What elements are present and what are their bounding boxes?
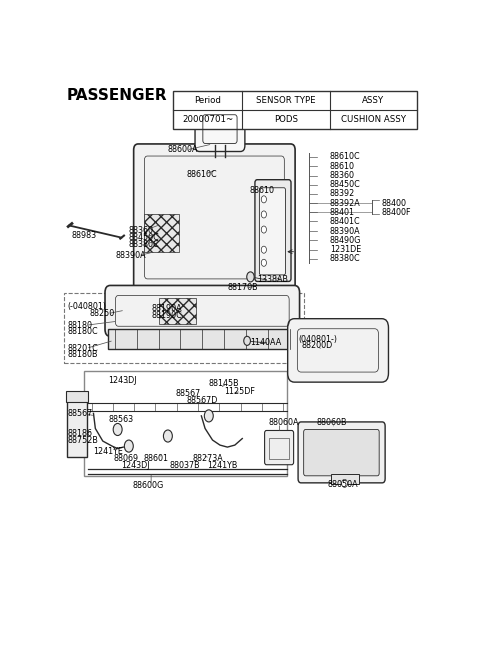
- Text: 88610: 88610: [250, 186, 275, 195]
- Text: 88600G: 88600G: [132, 481, 164, 490]
- Text: 20000701~: 20000701~: [182, 115, 233, 124]
- Bar: [84, 371, 287, 476]
- FancyBboxPatch shape: [288, 318, 388, 382]
- Circle shape: [261, 196, 266, 203]
- Text: 88567: 88567: [67, 409, 93, 419]
- Text: 88390A: 88390A: [330, 226, 360, 235]
- Text: 88060B: 88060B: [317, 419, 347, 428]
- Text: 88390A: 88390A: [116, 251, 146, 260]
- Text: 88392A: 88392A: [330, 199, 360, 208]
- Text: 1243DJ: 1243DJ: [121, 460, 150, 470]
- Text: 88200D: 88200D: [302, 341, 333, 351]
- Bar: [173, 91, 417, 129]
- Bar: [331, 473, 359, 484]
- Bar: [144, 215, 179, 252]
- Text: 1338AB: 1338AB: [257, 275, 288, 284]
- Text: 1125DF: 1125DF: [224, 387, 254, 396]
- Text: 1241YB: 1241YB: [207, 460, 237, 470]
- Text: 88201C: 88201C: [67, 344, 98, 353]
- Text: ASSY: ASSY: [362, 96, 384, 105]
- Text: 88563: 88563: [108, 415, 133, 424]
- Text: 88360: 88360: [129, 226, 154, 235]
- Bar: [108, 329, 296, 349]
- Text: 1243DJ: 1243DJ: [108, 376, 137, 385]
- Text: 88400: 88400: [382, 199, 407, 208]
- Text: 88180C: 88180C: [67, 327, 98, 336]
- Text: (-040801): (-040801): [67, 301, 107, 311]
- Text: Period: Period: [194, 96, 221, 105]
- Circle shape: [113, 423, 122, 436]
- Bar: [67, 394, 87, 457]
- Text: 88037B: 88037B: [170, 460, 200, 470]
- Circle shape: [247, 272, 254, 282]
- Text: 88601: 88601: [144, 454, 168, 462]
- Text: 88610C: 88610C: [186, 169, 217, 179]
- FancyBboxPatch shape: [195, 107, 245, 152]
- Text: 88050A: 88050A: [328, 480, 359, 489]
- Text: 88060A: 88060A: [268, 419, 299, 428]
- Bar: [269, 438, 289, 459]
- FancyBboxPatch shape: [105, 285, 300, 336]
- Text: 88170B: 88170B: [228, 283, 258, 292]
- Text: 88610C: 88610C: [330, 152, 360, 161]
- FancyBboxPatch shape: [259, 188, 286, 275]
- Circle shape: [204, 410, 213, 422]
- Text: 88190C: 88190C: [151, 311, 182, 320]
- Text: 88401C: 88401C: [330, 217, 360, 226]
- Text: 88983: 88983: [71, 231, 96, 240]
- Text: 88186: 88186: [67, 428, 93, 438]
- Text: 88380C: 88380C: [129, 239, 159, 249]
- Text: 88567: 88567: [175, 389, 201, 398]
- Circle shape: [261, 246, 266, 253]
- Text: 88145B: 88145B: [209, 379, 240, 388]
- Text: 88450C: 88450C: [129, 233, 159, 241]
- Text: 88180: 88180: [67, 320, 93, 330]
- Text: 88069: 88069: [114, 454, 139, 462]
- Text: 88400F: 88400F: [382, 208, 411, 217]
- Circle shape: [261, 211, 266, 218]
- Text: 88392: 88392: [330, 189, 355, 198]
- Text: 1140AA: 1140AA: [250, 338, 281, 347]
- Text: 1231DE: 1231DE: [330, 245, 361, 254]
- Text: 88610: 88610: [330, 162, 355, 171]
- Text: SENSOR TYPE: SENSOR TYPE: [256, 96, 316, 105]
- Text: 88360: 88360: [330, 171, 355, 180]
- Text: 88752B: 88752B: [67, 436, 98, 445]
- Text: CUSHION ASSY: CUSHION ASSY: [341, 115, 406, 124]
- FancyBboxPatch shape: [264, 430, 294, 465]
- Circle shape: [342, 479, 348, 487]
- Text: 88490G: 88490G: [330, 235, 361, 245]
- Text: (040801-): (040801-): [298, 335, 337, 344]
- Bar: [64, 292, 304, 363]
- Text: 88567D: 88567D: [186, 396, 218, 405]
- FancyBboxPatch shape: [298, 422, 385, 483]
- Text: PODS: PODS: [274, 115, 298, 124]
- Circle shape: [244, 336, 251, 345]
- Circle shape: [261, 226, 266, 233]
- Text: 88380C: 88380C: [330, 254, 360, 264]
- FancyBboxPatch shape: [255, 180, 291, 281]
- Text: 88450C: 88450C: [330, 181, 360, 189]
- Text: 88190A: 88190A: [151, 304, 182, 313]
- Text: 88250: 88250: [90, 309, 115, 318]
- FancyBboxPatch shape: [133, 144, 295, 291]
- Text: 88180B: 88180B: [67, 351, 98, 360]
- FancyBboxPatch shape: [304, 430, 379, 476]
- Circle shape: [261, 259, 266, 266]
- Text: 1241YE: 1241YE: [94, 447, 123, 456]
- Circle shape: [163, 430, 172, 442]
- Text: PASSENGER: PASSENGER: [67, 88, 168, 103]
- Text: 88401: 88401: [330, 208, 355, 217]
- Circle shape: [124, 440, 133, 452]
- Bar: [66, 390, 88, 402]
- Text: 88273A: 88273A: [192, 454, 223, 462]
- Bar: [158, 298, 196, 324]
- Text: 88600A: 88600A: [168, 145, 198, 154]
